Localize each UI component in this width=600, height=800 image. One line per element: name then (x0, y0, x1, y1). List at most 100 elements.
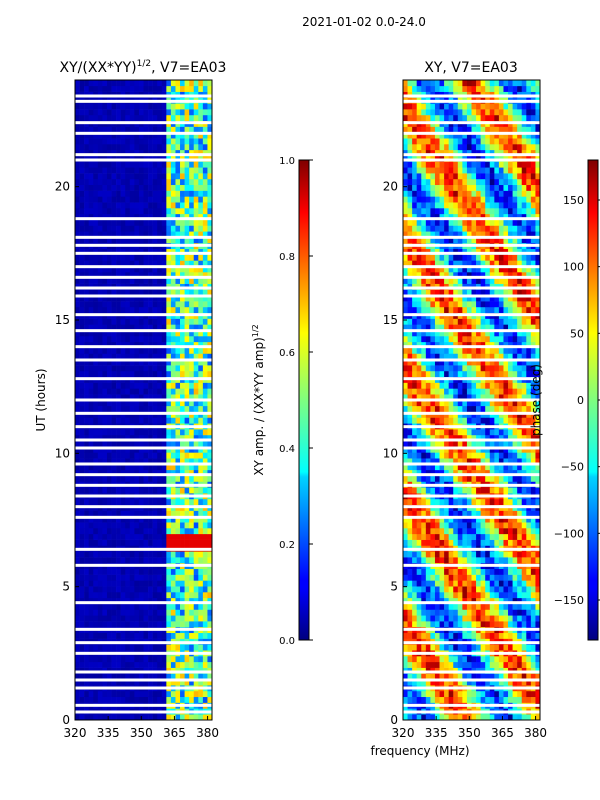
heatmap-cell (143, 231, 149, 238)
heatmap-cell (170, 359, 176, 366)
heatmap-cell (161, 208, 167, 215)
heatmap-cell (184, 196, 190, 203)
heatmap-cell (143, 254, 149, 261)
heatmap-cell (434, 539, 440, 546)
heatmap-cell (480, 673, 486, 680)
heatmap-cell (521, 440, 527, 447)
heatmap-cell (180, 208, 185, 215)
heatmap-cell (97, 336, 103, 343)
heatmap-cell (138, 336, 144, 343)
heatmap-cell (106, 330, 112, 337)
heatmap-cell (106, 336, 112, 343)
heatmap-cell (152, 213, 158, 220)
heatmap-cell (434, 568, 440, 575)
heatmap-cell (75, 109, 80, 116)
heatmap-cell (166, 254, 172, 261)
heatmap-cell (138, 551, 144, 558)
heatmap-cell (138, 568, 144, 575)
heatmap-cell (129, 597, 135, 604)
heatmap-cell (88, 405, 94, 412)
heatmap-cell (407, 533, 413, 540)
heatmap-cell (170, 446, 176, 453)
heatmap-cell (152, 231, 158, 238)
heatmap-cell (79, 318, 85, 325)
heatmap-cell (412, 417, 417, 424)
heatmap-cell (106, 184, 112, 191)
heatmap-cell (434, 656, 440, 663)
heatmap-cell (143, 306, 149, 314)
heatmap-cell (466, 661, 472, 668)
heatmap-cell (84, 690, 89, 698)
heatmap-cell (111, 446, 117, 453)
heatmap-cell (439, 458, 445, 465)
heatmap-cell (152, 336, 158, 343)
heatmap-cell (120, 574, 126, 581)
heatmap-cell (430, 498, 436, 506)
heatmap-cell (425, 714, 431, 721)
heatmap-cell (138, 80, 144, 87)
heatmap-cell (498, 528, 504, 535)
heatmap-cell (134, 621, 140, 628)
heatmap-cell (170, 382, 176, 389)
heatmap-cell (425, 609, 431, 616)
heatmap-cell (448, 690, 454, 698)
heatmap-cell (120, 318, 126, 325)
heatmap-cell (134, 458, 140, 465)
heatmap-cell (421, 673, 427, 680)
heatmap-cell (106, 301, 112, 308)
heatmap-cell (189, 429, 195, 436)
heatmap-cell (161, 330, 167, 337)
heatmap-cell (166, 388, 172, 395)
heatmap-cell (198, 213, 204, 220)
heatmap-cell (189, 592, 195, 599)
heatmap-cell (129, 475, 135, 482)
heatmap-cell (193, 516, 199, 523)
heatmap-cell (152, 196, 158, 203)
heatmap-cell (79, 469, 85, 476)
heatmap-cell (170, 644, 176, 651)
heatmap-cell (111, 103, 117, 110)
heatmap-cell (129, 237, 135, 244)
heatmap-cell (166, 568, 172, 575)
heatmap-cell (88, 161, 94, 168)
heatmap-cell (111, 673, 117, 680)
heatmap-cell (175, 80, 181, 87)
heatmap-cell (161, 277, 167, 284)
heatmap-cell (416, 557, 422, 564)
heatmap-cell (198, 277, 204, 284)
heatmap-cell (125, 272, 131, 279)
heatmap-cell (170, 429, 176, 436)
heatmap-cell (138, 184, 144, 191)
heatmap-cell (102, 394, 108, 401)
heatmap-cell (421, 690, 427, 698)
heatmap-cell (489, 586, 495, 593)
heatmap-cell (189, 196, 195, 203)
heatmap-cell (166, 213, 172, 220)
heatmap-cell (184, 690, 190, 698)
heatmap-cell (530, 557, 536, 564)
heatmap-cell (129, 318, 135, 325)
heatmap-cell (84, 539, 89, 546)
heatmap-cell (439, 644, 445, 651)
heatmap-cell (120, 85, 126, 92)
heatmap-cell (526, 609, 532, 616)
heatmap-cell (407, 696, 413, 703)
heatmap-cell (75, 301, 80, 308)
heatmap-cell (75, 586, 80, 593)
heatmap-cell (526, 603, 532, 610)
heatmap-cell (489, 440, 495, 447)
heatmap-cell (106, 696, 112, 703)
heatmap-cell (102, 469, 108, 476)
heatmap-cell (157, 365, 163, 372)
heatmap-cell (453, 621, 459, 628)
heatmap-cell (476, 603, 481, 610)
heatmap-cell (75, 568, 80, 575)
heatmap-cell (166, 114, 172, 122)
heatmap-cell (503, 417, 509, 424)
heatmap-cell (93, 440, 99, 447)
heatmap-cell (207, 295, 213, 302)
heatmap-cell (75, 219, 80, 226)
heatmap-cell (526, 632, 532, 639)
heatmap-cell (430, 446, 436, 453)
heatmap-cell (175, 609, 181, 616)
